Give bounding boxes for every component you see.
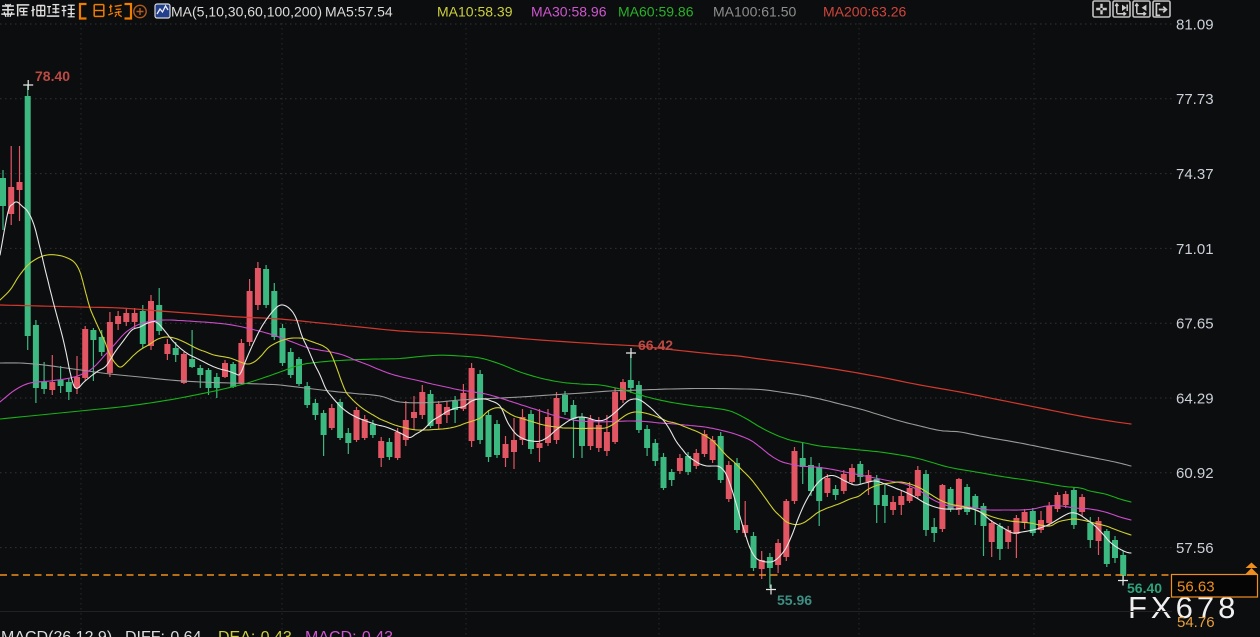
svg-text:57.56: 57.56: [1176, 540, 1214, 557]
svg-text:MACD(26,12,9): MACD(26,12,9): [1, 629, 112, 637]
svg-text:56.63: 56.63: [1177, 579, 1215, 596]
svg-text:56.40: 56.40: [1127, 580, 1162, 596]
svg-text:55.96: 55.96: [777, 592, 812, 608]
svg-text:MA60:59.86: MA60:59.86: [618, 4, 694, 20]
svg-text:MA(5,10,30,60,100,200): MA(5,10,30,60,100,200): [171, 4, 322, 20]
svg-text:74.37: 74.37: [1176, 166, 1214, 183]
svg-text:MACD:-0.43: MACD:-0.43: [305, 629, 393, 637]
svg-text:MA100:61.50: MA100:61.50: [713, 4, 796, 20]
svg-text:MA200:63.26: MA200:63.26: [823, 4, 906, 20]
svg-text:DEA:-0.43: DEA:-0.43: [218, 629, 292, 637]
svg-text:54.76: 54.76: [1177, 614, 1215, 631]
svg-text:64.29: 64.29: [1176, 390, 1214, 407]
svg-text:DIFF:-0.64: DIFF:-0.64: [125, 629, 202, 637]
svg-text:78.40: 78.40: [35, 68, 70, 84]
svg-text:60.92: 60.92: [1176, 465, 1214, 482]
svg-text:66.42: 66.42: [638, 337, 673, 353]
svg-text:81.09: 81.09: [1176, 16, 1214, 33]
svg-text:71.01: 71.01: [1176, 241, 1214, 258]
svg-text:MA10:58.39: MA10:58.39: [437, 4, 513, 20]
svg-text:77.73: 77.73: [1176, 91, 1214, 108]
svg-text:MA5:57.54: MA5:57.54: [325, 4, 393, 20]
svg-text:MA30:58.96: MA30:58.96: [531, 4, 607, 20]
svg-text:67.65: 67.65: [1176, 316, 1214, 333]
